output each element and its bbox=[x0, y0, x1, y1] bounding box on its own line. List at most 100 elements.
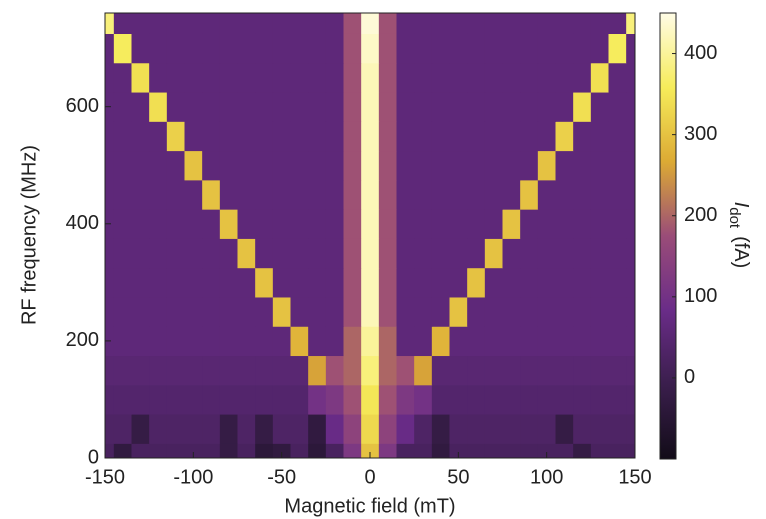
heatmap-cell bbox=[166, 414, 185, 444]
heatmap-cell bbox=[237, 179, 256, 210]
heatmap-cell bbox=[449, 13, 468, 34]
heatmap-cell bbox=[255, 355, 274, 386]
heatmap-cell bbox=[325, 267, 344, 298]
heatmap-cell bbox=[237, 238, 256, 269]
heatmap-cell bbox=[608, 150, 627, 181]
heatmap-cell bbox=[608, 443, 627, 458]
heatmap-cell bbox=[626, 384, 635, 415]
heatmap-cell bbox=[166, 443, 185, 458]
heatmap-cell bbox=[484, 33, 503, 64]
heatmap-cell bbox=[113, 384, 132, 415]
heatmap-cell bbox=[308, 267, 327, 298]
heatmap-cell bbox=[149, 121, 168, 152]
heatmap-cell bbox=[590, 62, 609, 93]
heatmap-cell bbox=[414, 326, 433, 357]
heatmap-cell bbox=[484, 384, 503, 415]
heatmap-cell bbox=[131, 384, 150, 415]
heatmap-cell bbox=[149, 209, 168, 239]
heatmap-cell bbox=[202, 209, 221, 239]
heatmap-cell bbox=[573, 179, 592, 210]
heatmap-cell bbox=[219, 150, 238, 181]
heatmap-cell bbox=[378, 326, 397, 357]
heatmap-cell bbox=[396, 443, 415, 458]
heatmap-cell bbox=[378, 355, 397, 386]
x-tick-label: 150 bbox=[618, 466, 651, 488]
heatmap-cell bbox=[272, 296, 291, 327]
heatmap-cell bbox=[184, 443, 203, 458]
heatmap-cell bbox=[502, 267, 521, 298]
heatmap-cell bbox=[520, 238, 539, 269]
heatmap-cell bbox=[237, 326, 256, 357]
heatmap-cell bbox=[131, 414, 150, 444]
heatmap-cell bbox=[131, 62, 150, 93]
heatmap-cell bbox=[573, 33, 592, 64]
colorbar-tick-label: 400 bbox=[684, 42, 717, 64]
heatmap-cell bbox=[272, 443, 291, 458]
heatmap-cell bbox=[131, 209, 150, 239]
heatmap-cell bbox=[484, 92, 503, 122]
colorbar-tick-label: 300 bbox=[684, 123, 717, 145]
x-tick-label: 0 bbox=[364, 466, 375, 488]
colorbar-symbol: I bbox=[730, 202, 752, 208]
heatmap-cell bbox=[202, 296, 221, 327]
heatmap-cell bbox=[308, 326, 327, 357]
heatmap-cell bbox=[272, 121, 291, 152]
heatmap-cell bbox=[113, 179, 132, 210]
heatmap-cell bbox=[608, 179, 627, 210]
heatmap-cell bbox=[343, 150, 362, 181]
heatmap-cell bbox=[105, 33, 115, 64]
heatmap-cell bbox=[573, 150, 592, 181]
heatmap-cell bbox=[502, 326, 521, 357]
heatmap-cell bbox=[537, 92, 556, 122]
heatmap-cell bbox=[202, 33, 221, 64]
heatmap-cell bbox=[449, 209, 468, 239]
heatmap-cell bbox=[449, 414, 468, 444]
heatmap-cell bbox=[343, 267, 362, 298]
heatmap-cell bbox=[308, 414, 327, 444]
heatmap-cell bbox=[378, 267, 397, 298]
heatmap-cell bbox=[149, 326, 168, 357]
heatmap-cell bbox=[272, 238, 291, 269]
heatmap-cell bbox=[573, 443, 592, 458]
heatmap-cell bbox=[308, 33, 327, 64]
heatmap-cell bbox=[626, 33, 635, 64]
heatmap-cell bbox=[290, 414, 309, 444]
heatmap-cell bbox=[414, 267, 433, 298]
heatmap-cell bbox=[272, 209, 291, 239]
heatmap-cell bbox=[290, 296, 309, 327]
heatmap-cell bbox=[467, 414, 486, 444]
heatmap-cell bbox=[555, 92, 574, 122]
heatmap-cell bbox=[396, 326, 415, 357]
heatmap-cell bbox=[219, 443, 238, 458]
heatmap-cell bbox=[396, 384, 415, 415]
heatmap-cell bbox=[105, 13, 115, 34]
heatmap-cell bbox=[573, 326, 592, 357]
heatmap-cell bbox=[343, 92, 362, 122]
heatmap-cell bbox=[166, 92, 185, 122]
heatmap-cell bbox=[361, 355, 380, 386]
heatmap-cell bbox=[590, 209, 609, 239]
heatmap-cell bbox=[502, 296, 521, 327]
heatmap-cell bbox=[537, 355, 556, 386]
heatmap-cell bbox=[520, 13, 539, 34]
heatmap-cell bbox=[449, 384, 468, 415]
heatmap-cell bbox=[626, 267, 635, 298]
heatmap-cell bbox=[502, 179, 521, 210]
heatmap-cell bbox=[414, 209, 433, 239]
heatmap-cell bbox=[396, 92, 415, 122]
heatmap-cell bbox=[484, 267, 503, 298]
heatmap-cell bbox=[149, 355, 168, 386]
heatmap-cell bbox=[537, 443, 556, 458]
heatmap-cell bbox=[590, 296, 609, 327]
heatmap-cell bbox=[105, 296, 115, 327]
heatmap-cell bbox=[149, 92, 168, 122]
heatmap-cell bbox=[308, 296, 327, 327]
heatmap-cell bbox=[149, 62, 168, 93]
heatmap-cell bbox=[537, 179, 556, 210]
heatmap-cell bbox=[573, 13, 592, 34]
heatmap-cell bbox=[237, 62, 256, 93]
heatmap-cell bbox=[573, 384, 592, 415]
heatmap-cell bbox=[626, 92, 635, 122]
heatmap-cell bbox=[537, 121, 556, 152]
heatmap-cell bbox=[431, 92, 450, 122]
